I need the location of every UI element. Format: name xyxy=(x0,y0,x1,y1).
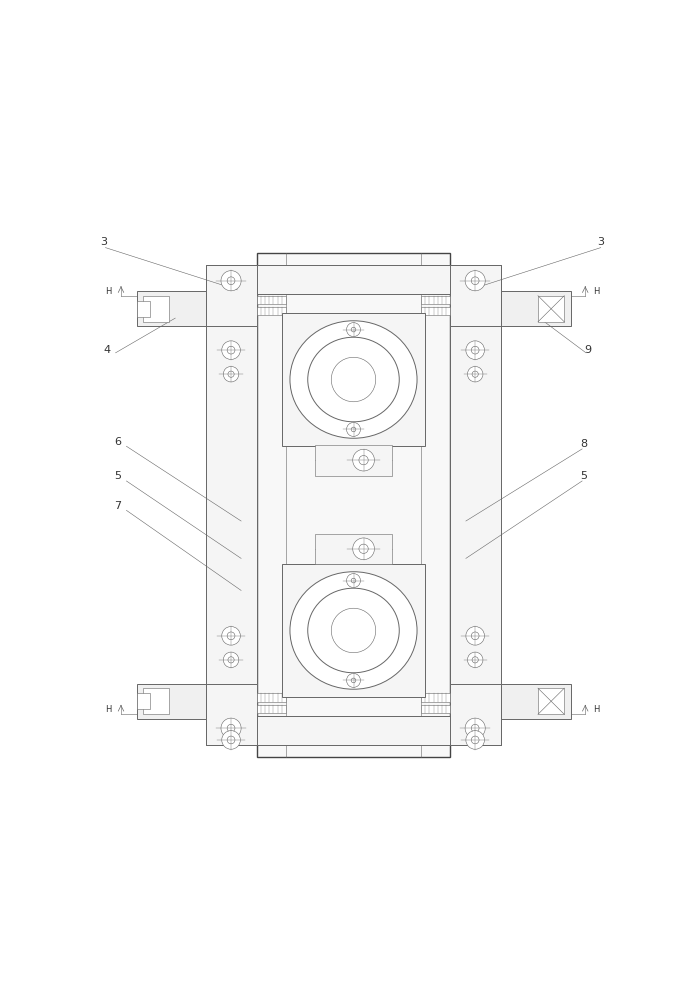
Bar xyxy=(315,534,392,564)
Bar xyxy=(451,684,501,745)
Text: H: H xyxy=(105,287,111,296)
Bar xyxy=(136,291,206,326)
Circle shape xyxy=(351,427,356,432)
Bar xyxy=(451,265,501,326)
Circle shape xyxy=(223,366,239,382)
Circle shape xyxy=(351,327,356,332)
Circle shape xyxy=(465,718,485,738)
Circle shape xyxy=(353,449,374,471)
Circle shape xyxy=(472,657,478,663)
Text: 5: 5 xyxy=(114,471,121,481)
Circle shape xyxy=(222,341,240,359)
Circle shape xyxy=(223,652,239,668)
Circle shape xyxy=(222,627,240,645)
Circle shape xyxy=(467,366,483,382)
Bar xyxy=(256,296,286,304)
Text: 3: 3 xyxy=(597,237,605,247)
Ellipse shape xyxy=(308,588,399,673)
Bar xyxy=(421,693,451,702)
Circle shape xyxy=(467,652,483,668)
Circle shape xyxy=(227,632,235,640)
Circle shape xyxy=(471,736,479,744)
Ellipse shape xyxy=(308,337,399,422)
Bar xyxy=(421,296,451,304)
Circle shape xyxy=(347,422,360,436)
Bar xyxy=(501,684,570,719)
Circle shape xyxy=(466,627,484,645)
Bar xyxy=(136,684,206,719)
Text: 3: 3 xyxy=(100,237,107,247)
Circle shape xyxy=(471,632,479,640)
Bar xyxy=(256,253,451,757)
Bar xyxy=(451,265,501,745)
Bar xyxy=(206,716,501,745)
Bar xyxy=(136,301,150,317)
Text: 4: 4 xyxy=(103,345,110,355)
Bar xyxy=(206,684,256,745)
Circle shape xyxy=(228,657,234,663)
Bar xyxy=(206,265,256,745)
Bar xyxy=(143,296,169,322)
Circle shape xyxy=(227,346,235,354)
Text: H: H xyxy=(593,287,599,296)
Circle shape xyxy=(471,277,479,285)
Circle shape xyxy=(221,271,241,291)
Circle shape xyxy=(472,371,478,377)
Circle shape xyxy=(227,724,235,732)
Circle shape xyxy=(359,544,368,553)
Text: H: H xyxy=(105,705,111,714)
Circle shape xyxy=(227,277,235,285)
Circle shape xyxy=(347,673,360,687)
Bar xyxy=(282,564,425,697)
Circle shape xyxy=(331,357,376,402)
Circle shape xyxy=(228,371,234,377)
Circle shape xyxy=(466,731,484,749)
Ellipse shape xyxy=(290,321,417,438)
Circle shape xyxy=(351,578,356,583)
Bar xyxy=(501,291,570,326)
Circle shape xyxy=(221,718,241,738)
Bar xyxy=(206,265,256,326)
Text: H: H xyxy=(593,705,599,714)
Circle shape xyxy=(359,455,368,465)
Text: 7: 7 xyxy=(114,501,121,511)
Bar xyxy=(315,445,392,476)
Bar xyxy=(143,688,169,714)
Bar xyxy=(282,313,425,446)
Bar xyxy=(421,705,451,713)
Bar xyxy=(136,693,150,709)
Circle shape xyxy=(353,538,374,560)
Circle shape xyxy=(471,346,479,354)
Bar xyxy=(256,307,286,315)
Bar xyxy=(256,705,286,713)
Circle shape xyxy=(471,724,479,732)
Text: 8: 8 xyxy=(580,439,587,449)
Ellipse shape xyxy=(290,572,417,689)
Circle shape xyxy=(466,341,484,359)
Circle shape xyxy=(347,323,360,337)
Circle shape xyxy=(222,731,240,749)
Bar xyxy=(206,265,501,294)
Text: 6: 6 xyxy=(114,437,121,447)
Circle shape xyxy=(227,736,235,744)
Bar xyxy=(538,688,564,714)
Bar xyxy=(421,307,451,315)
Circle shape xyxy=(351,678,356,683)
Text: 9: 9 xyxy=(584,345,592,355)
Text: 5: 5 xyxy=(580,471,587,481)
Bar xyxy=(256,693,286,702)
Circle shape xyxy=(347,574,360,588)
Bar xyxy=(538,296,564,322)
Circle shape xyxy=(331,608,376,653)
Circle shape xyxy=(465,271,485,291)
